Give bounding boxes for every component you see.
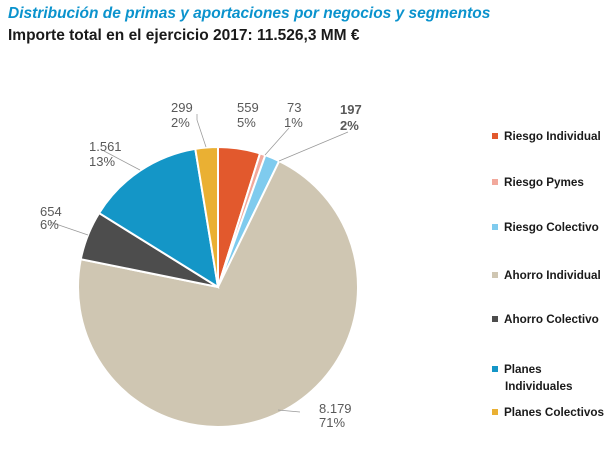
svg-text:8.179: 8.179 [319, 401, 352, 416]
svg-text:1.561: 1.561 [89, 139, 122, 154]
svg-text:2%: 2% [171, 115, 190, 130]
svg-text:299: 299 [171, 100, 193, 115]
svg-text:1%: 1% [284, 115, 303, 130]
svg-text:71%: 71% [319, 415, 345, 430]
svg-text:559: 559 [237, 100, 259, 115]
svg-text:5%: 5% [237, 115, 256, 130]
svg-text:73: 73 [287, 100, 301, 115]
svg-text:13%: 13% [89, 154, 115, 169]
svg-text:197: 197 [340, 102, 362, 117]
svg-text:2%: 2% [340, 118, 359, 133]
svg-text:6%: 6% [40, 217, 59, 232]
